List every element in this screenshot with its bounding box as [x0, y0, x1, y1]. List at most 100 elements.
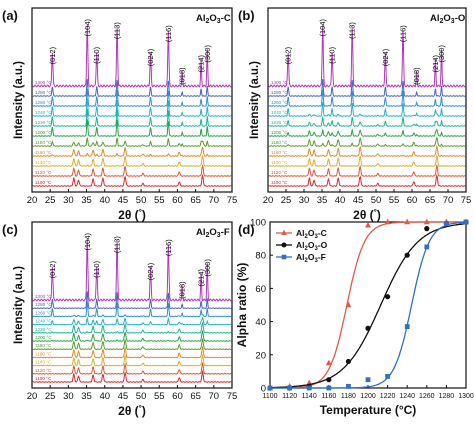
series-temperature-label: 1280 °C: [271, 90, 288, 95]
x-axis-label: Temperature (°C): [320, 403, 417, 417]
x-tick-label: 35: [81, 391, 92, 402]
xrd-trace: [32, 321, 232, 334]
hkl-label: (110): [92, 260, 101, 277]
series-temperature-label: 1260 °C: [35, 100, 52, 105]
data-point: [463, 219, 469, 225]
alpha-ratio-panel: 1100 1120 1140 1160 1180 1200 1220 1240 1260 1280…: [235, 218, 474, 418]
series-temperature-label: 1280 °C: [35, 302, 52, 307]
data-point: [385, 373, 390, 379]
y-tick-label: 80: [255, 251, 266, 262]
legend-entry: Al2O3-F: [296, 252, 326, 264]
x-tick-label: 20: [27, 195, 38, 206]
hkl-label: (113): [113, 236, 122, 253]
series-temperature-label: 1240 °C: [35, 319, 52, 324]
panel-label: (a): [2, 8, 18, 23]
series-temperature-label: 1200 °C: [35, 335, 52, 340]
hkl-label: (104): [318, 19, 327, 37]
y-tick-label: 60: [255, 284, 266, 295]
x-tick-label: 70: [443, 195, 454, 206]
x-tick-label: 75: [227, 195, 238, 206]
x-tick-label: 40: [99, 195, 110, 206]
data-point: [424, 226, 430, 232]
x-axis-label: 2θ (°): [353, 208, 381, 222]
data-point: [365, 221, 371, 228]
xrd-trace: [32, 369, 232, 383]
x-tick-label: 45: [118, 391, 129, 402]
xrd-panel-a: 20 25 30 35 40 45 50 55 60 65 70 75 2θ (°) Intensity …: [2, 7, 238, 222]
hkl-label: (024): [381, 48, 390, 66]
x-tick-label: 55: [389, 195, 400, 206]
plot-frame: [267, 7, 467, 193]
x-tick-label: 1180: [341, 393, 356, 400]
xrd-trace: [32, 173, 232, 187]
xrd-trace: [32, 316, 232, 326]
hkl-label: (012): [284, 46, 293, 64]
x-tick-label: 1120: [282, 393, 297, 400]
hkl-label: (300): [203, 45, 212, 63]
series-temperature-label: 1260 °C: [271, 100, 288, 105]
hkl-label: (214): [431, 54, 440, 72]
hkl-label: (300): [203, 259, 212, 277]
legend-marker: [281, 254, 287, 260]
xrd-trace: [32, 164, 232, 177]
x-tick-label: 55: [154, 195, 165, 206]
xrd-trace: [268, 136, 466, 147]
xrd-trace: [268, 24, 466, 88]
x-tick-label: 45: [353, 195, 364, 206]
series-temperature-label: 1140 °C: [35, 360, 52, 365]
hkl-label: (104): [83, 233, 92, 251]
y-tick-label: 40: [255, 317, 266, 328]
hkl-label: (018): [412, 67, 421, 85]
x-tick-label: 25: [281, 195, 292, 206]
x-tick-label: 30: [63, 195, 74, 206]
xrd-trace: [32, 98, 232, 117]
xrd-trace: [32, 78, 232, 97]
hkl-label: (116): [399, 25, 408, 42]
hkl-label: (018): [178, 67, 187, 85]
series-temperature-label: 1300 °C: [35, 80, 52, 85]
x-tick-label: 35: [317, 195, 328, 206]
data-point: [365, 325, 371, 331]
data-point: [267, 385, 273, 391]
series-temperature-label: 1220 °C: [271, 120, 288, 125]
x-tick-label: 50: [371, 195, 382, 206]
data-point: [326, 385, 332, 391]
panel-label: (d): [238, 222, 255, 237]
xrd-trace: [32, 361, 232, 375]
xrd-trace: [268, 128, 466, 137]
sample-label: Al2O3-F: [196, 227, 230, 239]
legend-marker: [281, 229, 287, 235]
series-temperature-label: 1200 °C: [271, 130, 288, 135]
data-point: [384, 218, 391, 225]
data-point: [326, 377, 332, 383]
series-temperature-label: 1140 °C: [271, 160, 288, 165]
x-tick-label: 20: [27, 391, 38, 402]
data-point: [345, 358, 351, 365]
x-tick-label: 1160: [321, 393, 336, 400]
data-point: [423, 218, 430, 225]
xrd-trace: [32, 353, 232, 367]
series-temperature-label: 1280 °C: [35, 90, 52, 95]
x-tick-label: 75: [461, 195, 472, 206]
xrd-trace: [32, 109, 232, 127]
series-temperature-label: 1120 °C: [35, 170, 52, 175]
data-point: [345, 301, 352, 308]
xrd-trace: [32, 119, 232, 137]
x-tick-label: 30: [63, 391, 74, 402]
y-tick-label: 20: [255, 350, 266, 361]
xrd-trace: [32, 154, 232, 167]
x-tick-label: 60: [172, 391, 183, 402]
hkl-label: (012): [48, 46, 57, 64]
hkl-label: (104): [83, 19, 92, 37]
x-tick-label: 60: [172, 195, 183, 206]
x-axis-label: 2θ (°): [118, 208, 146, 222]
xrd-trace: [268, 173, 466, 187]
plot-frame: [31, 221, 233, 389]
data-point: [385, 294, 391, 300]
x-tick-label: 1240: [399, 393, 415, 400]
xrd-trace: [32, 146, 232, 157]
series-temperature-label: 1100 °C: [35, 376, 52, 381]
data-point: [346, 383, 351, 389]
hkl-label: (110): [328, 46, 337, 63]
